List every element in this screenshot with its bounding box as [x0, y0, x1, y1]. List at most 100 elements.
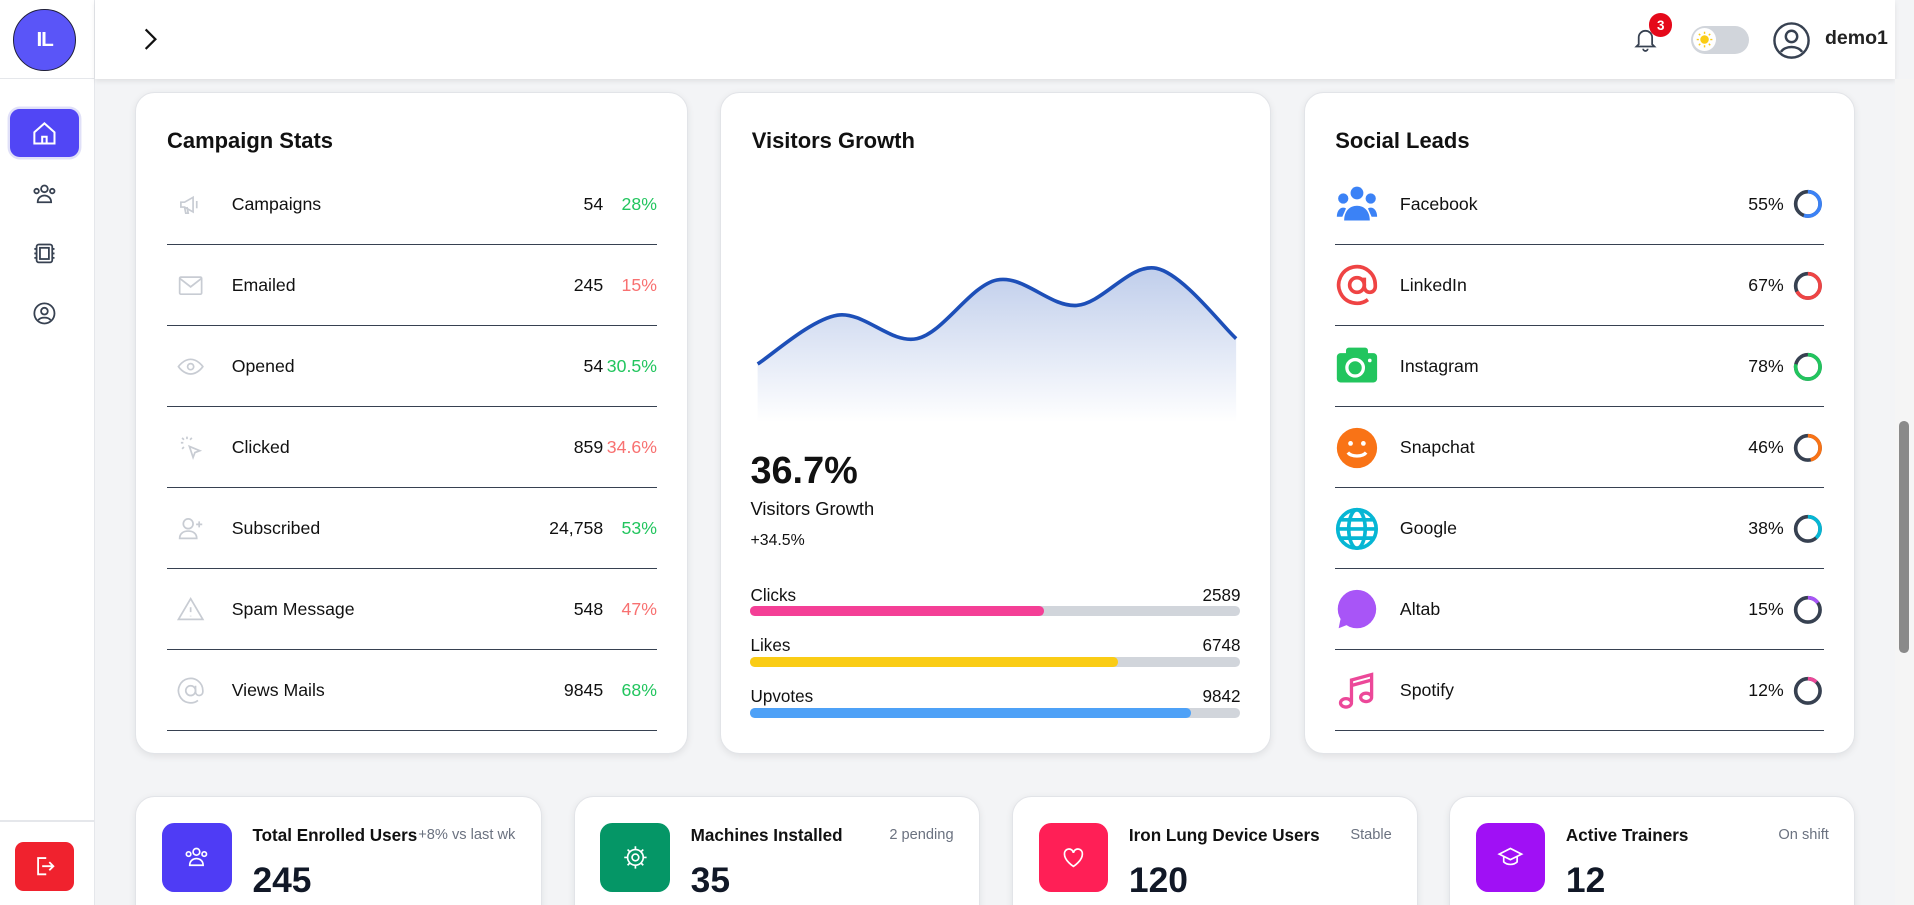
row-label: Facebook [1399, 193, 1478, 214]
campaign-row: Opened 54 30.5% [167, 327, 657, 408]
warning-icon [167, 591, 218, 628]
row-label: Instagram [1399, 355, 1479, 376]
logout-icon [37, 857, 55, 876]
row-label: Google [1399, 518, 1457, 539]
gear-icon [623, 846, 647, 869]
sidebar-item-users[interactable] [10, 170, 80, 219]
card-title: Social Leads [1335, 127, 1470, 153]
row-label: Clicked [231, 437, 290, 457]
heart-icon [1063, 848, 1084, 868]
progress-ring [1792, 675, 1824, 707]
user-plus-icon [167, 510, 218, 547]
campaign-row: Subscribed 24,758 53% [167, 489, 657, 570]
row-percent: 15% [621, 274, 657, 295]
scrollbar-thumb[interactable] [1899, 421, 1910, 654]
campaign-row: Spam Message 548 47% [167, 570, 657, 651]
stat-icon-box [600, 822, 670, 893]
users-icon [1335, 186, 1386, 223]
sidebar-item-home[interactable] [9, 108, 80, 158]
notification-badge: 3 [1649, 13, 1673, 37]
logo[interactable]: IL [13, 8, 76, 71]
row-value: 54 [583, 193, 604, 214]
chart-area [757, 267, 1237, 423]
bell-icon[interactable] [1632, 24, 1659, 53]
visitors-growth-card: Visitors Growth 36.7% Visitors Growth +3… [720, 91, 1271, 755]
bar-label: Upvotes [750, 687, 814, 707]
stat-icon-box [1038, 822, 1109, 893]
growth-label: Visitors Growth [750, 497, 875, 519]
social-row: Spotify 12% [1335, 651, 1824, 732]
row-label: Altab [1399, 599, 1441, 620]
row-label: Campaigns [231, 193, 322, 214]
progress-ring [1792, 594, 1824, 626]
row-percent: 30.5% [606, 355, 657, 376]
row-percent: 38% [1748, 518, 1784, 539]
stat-subtitle: +8% vs last wk [418, 827, 516, 844]
campaign-row: Emailed 245 15% [167, 246, 657, 327]
logo-text: IL [36, 27, 54, 51]
bar-value: 2589 [1202, 585, 1241, 605]
progress-ring [1792, 188, 1824, 220]
row-percent: 78% [1748, 355, 1784, 376]
stat-subtitle: On shift [1778, 827, 1829, 844]
row-label: Spotify [1399, 680, 1454, 701]
megaphone-icon [167, 186, 218, 223]
stat-card: Total Enrolled Users +8% vs last wk 245 [135, 795, 542, 905]
row-percent: 68% [621, 680, 657, 701]
row-value: 548 [573, 599, 604, 620]
logout-button[interactable] [14, 842, 75, 892]
campaign-row: Campaigns 54 28% [167, 165, 657, 246]
row-value: 245 [573, 274, 604, 295]
stat-title: Machines Installed [690, 826, 843, 846]
user-avatar-icon[interactable] [1772, 21, 1811, 60]
progress-fill [750, 606, 1045, 617]
bar-value: 9842 [1202, 687, 1241, 707]
stat-subtitle: 2 pending [889, 827, 954, 844]
row-percent: 67% [1748, 274, 1784, 295]
stat-title: Iron Lung Device Users [1128, 826, 1320, 846]
graduation-cap-icon [1497, 847, 1524, 866]
music-icon [1335, 672, 1386, 709]
users-icon [33, 184, 56, 203]
row-percent: 34.6% [606, 437, 657, 457]
row-label: Emailed [231, 274, 296, 295]
row-percent: 15% [1748, 599, 1784, 620]
row-percent: 46% [1748, 437, 1784, 457]
stat-icon-box [162, 822, 232, 893]
sidebar-item-devices[interactable] [10, 229, 80, 278]
bar-value: 6748 [1202, 636, 1241, 656]
visitors-area-chart [756, 265, 1238, 423]
row-label: Opened [231, 355, 295, 376]
toggle-knob [1693, 28, 1717, 52]
user-name[interactable]: demo1 [1824, 26, 1888, 49]
campaign-row: Views Mails 9845 68% [167, 651, 657, 732]
theme-toggle[interactable] [1690, 25, 1750, 54]
chat-icon [1335, 589, 1386, 628]
campaign-row: Clicked 859 34.6% [167, 408, 657, 489]
sun-icon [1696, 31, 1713, 48]
row-percent: 47% [621, 599, 657, 620]
row-value: 24,758 [549, 518, 604, 539]
row-label: Snapchat [1399, 437, 1475, 457]
user-circle-icon [33, 302, 56, 325]
stat-subtitle: Stable [1350, 827, 1392, 844]
progress-fill [750, 657, 1118, 667]
sidebar-item-profile[interactable] [10, 289, 80, 338]
card-title: Visitors Growth [751, 127, 915, 153]
at-icon [167, 672, 218, 709]
stat-card: Machines Installed 2 pending 35 [573, 795, 981, 905]
divider [0, 820, 96, 822]
social-leads-card: Social Leads Facebook 55% LinkedIn 67% Insta… [1303, 91, 1856, 755]
smile-icon [1335, 427, 1386, 468]
scrollbar[interactable] [1894, 79, 1914, 905]
row-percent: 55% [1748, 193, 1784, 214]
mail-icon [167, 267, 218, 304]
campaign-stats-card: Campaign Stats Campaigns 54 28% Emailed 245 1… [135, 91, 689, 755]
bar-label-row: Clicks 2589 [750, 586, 1240, 606]
at-icon [1335, 265, 1386, 306]
social-row: Altab 15% [1335, 570, 1824, 651]
row-percent: 53% [621, 518, 657, 539]
row-percent: 12% [1748, 680, 1784, 701]
chevron-right-icon[interactable] [142, 27, 159, 51]
progress-fill [750, 707, 1192, 718]
